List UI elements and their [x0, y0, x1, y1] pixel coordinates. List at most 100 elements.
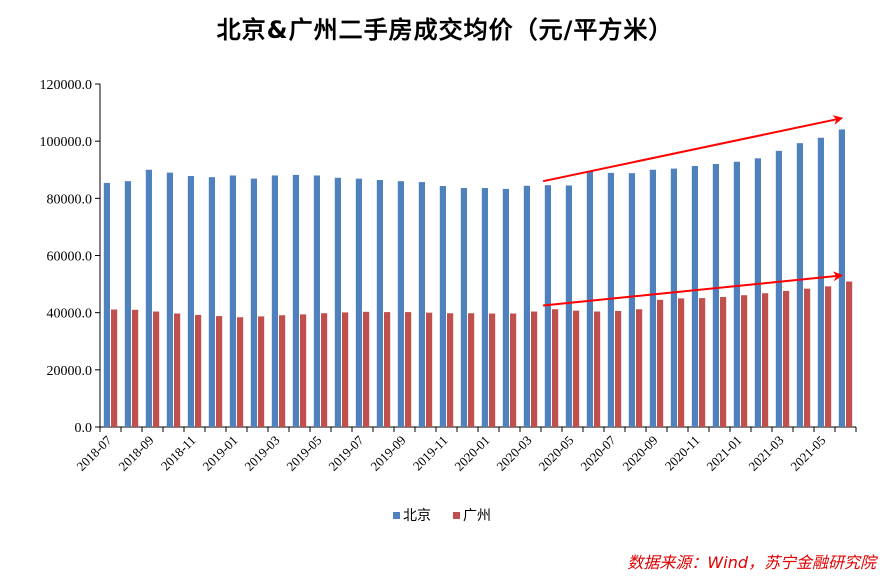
x-tick-label: 2021-01: [703, 433, 744, 474]
bar-guangzhou: [489, 313, 496, 427]
bar-guangzhou: [237, 317, 244, 427]
bar-guangzhou: [405, 312, 412, 427]
bar-guangzhou: [132, 309, 139, 427]
bar-guangzhou: [342, 312, 349, 427]
bar-beijing: [838, 129, 845, 427]
bar-beijing: [649, 169, 656, 427]
bar-beijing: [712, 164, 719, 428]
bar-beijing: [586, 171, 593, 427]
chart-title: 北京&广州二手房成交均价（元/平方米）: [216, 16, 674, 44]
legend-swatch-guangzhou: [453, 512, 460, 519]
bar-beijing: [145, 169, 152, 427]
bar-beijing: [376, 180, 383, 427]
bar-beijing: [502, 188, 509, 427]
bar-guangzhou: [468, 313, 475, 427]
bar-guangzhou: [111, 309, 118, 427]
bar-guangzhou: [720, 296, 727, 427]
bar-beijing: [439, 186, 446, 427]
bar-guangzhou: [447, 313, 454, 427]
y-tick-label: 60000.0: [47, 250, 93, 265]
x-tick-label: 2021-03: [745, 433, 786, 474]
bar-beijing: [754, 158, 761, 428]
x-tick-label: 2018-11: [158, 433, 199, 474]
x-tick-label: 2018-09: [115, 433, 156, 474]
bar-beijing: [817, 137, 824, 427]
bar-beijing: [313, 175, 320, 427]
bar-guangzhou: [531, 311, 538, 427]
legend-label-guangzhou: 广州: [463, 508, 491, 524]
bar-beijing: [670, 168, 677, 427]
bar-beijing: [481, 188, 488, 427]
bar-beijing: [355, 178, 362, 427]
plot-area: 0.0 20000.0 40000.0 60000.0 80000.0 100000.0 1…: [40, 78, 857, 474]
x-tick-label: 2019-11: [410, 433, 451, 474]
bar-beijing: [124, 181, 131, 427]
bar-beijing: [565, 185, 572, 427]
bar-beijing: [691, 166, 698, 427]
bar-beijing: [628, 173, 635, 427]
y-tick-label: 20000.0: [47, 364, 93, 379]
bar-beijing: [418, 182, 425, 427]
x-tick-label: 2020-03: [493, 433, 534, 474]
bar-beijing: [250, 178, 257, 427]
bar-beijing: [607, 172, 614, 427]
bar-guangzhou: [657, 299, 664, 427]
bar-guangzhou: [825, 286, 832, 427]
bar-beijing: [775, 150, 782, 427]
bar-guangzhou: [762, 293, 769, 427]
x-tick-label: 2019-05: [283, 433, 324, 474]
bar-guangzhou: [258, 316, 265, 427]
bar-guangzhou: [615, 310, 622, 427]
bar-beijing: [187, 176, 194, 427]
x-tick-label: 2019-01: [199, 433, 240, 474]
bar-beijing: [103, 182, 110, 427]
x-tick-label: 2021-05: [787, 433, 828, 474]
bar-beijing: [334, 177, 341, 427]
bar-guangzhou: [384, 312, 391, 427]
source-note: 数据来源：Wind，苏宁金融研究院: [627, 553, 876, 572]
trend-arrow-beijing: [542, 115, 844, 183]
bar-guangzhou: [594, 311, 601, 427]
bar-guangzhou: [741, 295, 748, 427]
bar-beijing: [292, 174, 299, 427]
legend-swatch-beijing: [393, 512, 400, 519]
bar-beijing: [397, 181, 404, 427]
bar-guangzhou: [426, 312, 433, 427]
bar-guangzhou: [300, 314, 307, 427]
x-tick-label: 2020-05: [535, 433, 576, 474]
x-tick-label: 2020-01: [451, 433, 492, 474]
bar-guangzhou: [552, 309, 559, 427]
x-tick-label: 2018-07: [73, 432, 115, 474]
bar-guangzhou: [216, 316, 223, 427]
x-tick-label: 2020-09: [619, 433, 660, 474]
bar-guangzhou: [699, 298, 706, 427]
bar-beijing: [460, 188, 467, 427]
bar-guangzhou: [363, 311, 370, 427]
bar-guangzhou: [846, 281, 853, 427]
bar-guangzhou: [573, 310, 580, 427]
bar-beijing: [796, 143, 803, 428]
bar-beijing: [229, 175, 236, 427]
x-tick-label: 2019-07: [325, 432, 367, 474]
bar-beijing: [271, 175, 278, 427]
bar-guangzhou: [174, 313, 181, 427]
y-tick-label: 40000.0: [47, 307, 93, 322]
bar-guangzhou: [279, 315, 286, 427]
bar-guangzhou: [153, 311, 160, 427]
bar-guangzhou: [783, 290, 790, 427]
bar-guangzhou: [636, 309, 643, 427]
bar-guangzhou: [321, 313, 328, 427]
bar-guangzhou: [195, 314, 202, 427]
bar-guangzhou: [510, 313, 517, 427]
bar-beijing: [166, 172, 173, 427]
x-tick-label: 2020-07: [577, 432, 619, 474]
x-tick-label: 2019-09: [367, 433, 408, 474]
y-tick-label: 0.0: [75, 421, 93, 436]
bar-beijing: [544, 185, 551, 427]
trend-arrow-guangzhou: [542, 271, 844, 307]
bar-guangzhou: [804, 288, 811, 427]
x-tick-label: 2019-03: [241, 433, 282, 474]
x-tick-label: 2020-11: [662, 433, 703, 474]
bar-beijing: [208, 177, 215, 427]
